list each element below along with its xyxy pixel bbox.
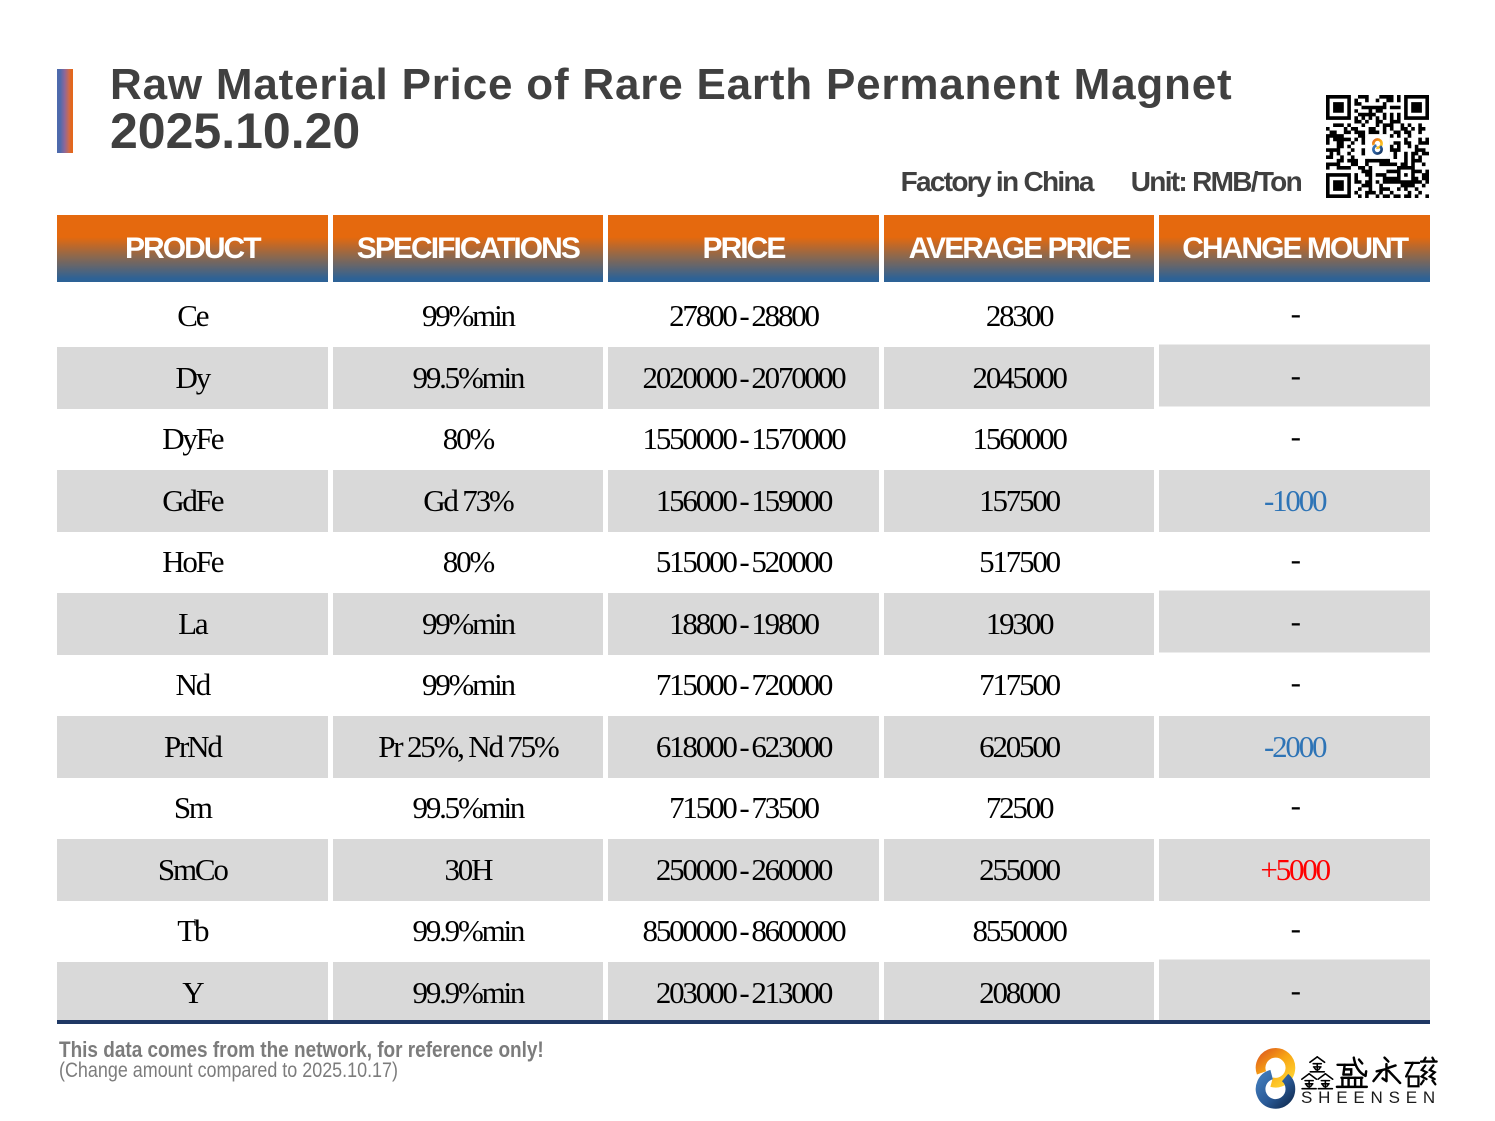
svg-text:SHEENSEN: SHEENSEN (1301, 1088, 1441, 1107)
